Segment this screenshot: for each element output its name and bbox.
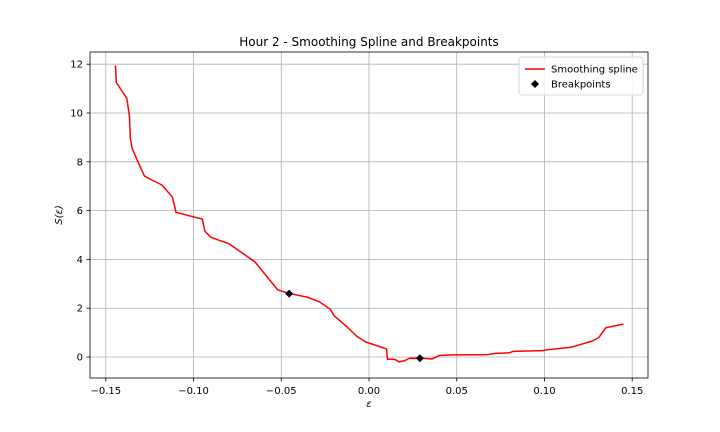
legend: Smoothing spline Breakpoints <box>518 56 644 96</box>
legend-box <box>518 56 644 96</box>
x-tick-label: −0.05 <box>266 386 297 397</box>
x-tick-label: −0.10 <box>178 386 209 397</box>
y-tick-label: 2 <box>77 304 83 315</box>
y-tick-label: 6 <box>77 206 83 217</box>
series-line-smoothing-spline <box>114 65 624 363</box>
plot-area <box>114 65 624 363</box>
y-tick-label: 10 <box>70 109 83 120</box>
y-axis: 0 2 4 6 8 10 12 <box>70 60 90 364</box>
y-axis-label: S(ε) <box>54 205 65 225</box>
grid <box>90 52 648 378</box>
x-tick-label: 0.05 <box>446 386 468 397</box>
x-tick-label: 0.15 <box>621 386 643 397</box>
y-tick-label: 12 <box>70 60 83 71</box>
y-tick-label: 4 <box>77 255 83 266</box>
legend-label: Smoothing spline <box>551 65 638 76</box>
y-tick-label: 8 <box>77 157 83 168</box>
x-tick-label: 0.00 <box>358 386 380 397</box>
legend-marker-swatch <box>531 80 539 88</box>
y-tick-label: 0 <box>77 353 83 364</box>
breakpoint-marker <box>285 289 294 298</box>
breakpoint-marker <box>415 354 424 363</box>
x-axis: −0.15 −0.10 −0.05 0.00 0.05 0.10 0.15 <box>90 378 643 397</box>
x-axis-label: ε <box>366 399 372 410</box>
x-tick-label: 0.10 <box>533 386 555 397</box>
x-tick-label: −0.15 <box>90 386 121 397</box>
chart-title: Hour 2 - Smoothing Spline and Breakpoint… <box>239 35 499 49</box>
legend-label: Breakpoints <box>551 80 611 91</box>
